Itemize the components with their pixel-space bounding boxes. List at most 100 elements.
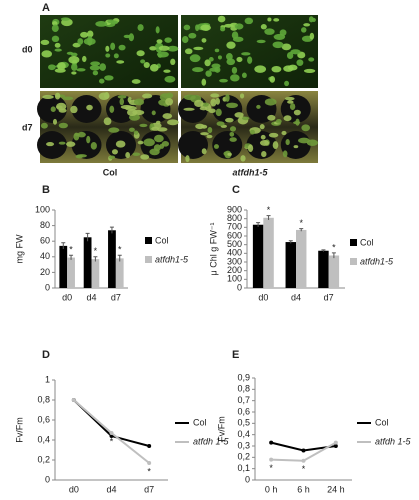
error-bar — [93, 256, 98, 262]
point — [71, 398, 76, 402]
point — [147, 444, 152, 448]
leaf — [264, 28, 275, 35]
leaf — [285, 138, 290, 146]
y-tick-label: 0,6 — [37, 414, 50, 424]
legend-swatch — [145, 237, 152, 244]
x-tick-label: 0 h — [265, 484, 278, 494]
significance-mark: * — [94, 246, 98, 256]
leaf — [140, 154, 150, 160]
y-tick-label: 0,5 — [237, 418, 250, 428]
leaf — [247, 144, 254, 152]
leaf — [267, 17, 272, 22]
leaf — [73, 132, 80, 141]
bar — [252, 224, 264, 288]
leaf — [90, 142, 97, 150]
y-tick-label: 0,8 — [237, 384, 250, 394]
legend-label: atfdh 1-5 — [375, 436, 412, 446]
leaf — [133, 130, 139, 135]
leaf — [199, 106, 208, 111]
leaf — [219, 78, 228, 83]
error-bar — [299, 228, 304, 232]
bar — [263, 217, 274, 288]
leaf — [211, 63, 221, 69]
leaf — [281, 130, 287, 136]
leaf — [46, 141, 55, 147]
panel-label: B — [42, 184, 50, 196]
bar — [318, 250, 329, 288]
leaf — [215, 108, 222, 117]
leaf — [110, 20, 119, 25]
leaf — [224, 23, 234, 28]
leaf — [136, 50, 145, 57]
leaf — [217, 55, 222, 60]
leaf — [229, 131, 235, 137]
x-tick-label: d0 — [258, 292, 268, 302]
leaf — [227, 152, 232, 156]
genotype-label: Col — [103, 167, 118, 177]
leaf — [68, 55, 80, 64]
leaf — [127, 96, 132, 103]
leaf — [267, 114, 276, 121]
leaf — [164, 37, 172, 43]
leaf — [225, 117, 234, 123]
error-bar — [331, 252, 336, 259]
leaf — [140, 59, 146, 64]
leaf — [260, 134, 266, 140]
y-tick-label: 1 — [45, 374, 50, 384]
legend-swatch — [350, 258, 357, 265]
leaf — [149, 46, 157, 51]
leaf — [56, 102, 67, 111]
leaf — [201, 148, 207, 155]
leaf — [189, 54, 201, 63]
leaf — [158, 45, 170, 51]
bar — [285, 242, 296, 288]
y-tick-label: 400 — [227, 248, 242, 258]
legend-label: Col — [375, 417, 389, 427]
leaf — [108, 155, 116, 160]
leaf — [137, 140, 144, 145]
leaf — [283, 115, 292, 122]
leaf — [143, 62, 150, 68]
leaf — [286, 51, 294, 60]
leaf — [247, 56, 253, 64]
leaf — [62, 96, 74, 101]
leaf — [240, 155, 246, 162]
y-tick-label: 0,6 — [237, 406, 250, 416]
y-tick-label: 0 — [45, 282, 50, 292]
y-tick-label: 0,4 — [37, 434, 50, 444]
leaf — [194, 99, 204, 107]
leaf — [200, 24, 211, 31]
leaf — [229, 137, 237, 142]
leaf — [42, 94, 54, 100]
leaf — [282, 150, 288, 158]
leaf — [150, 64, 159, 72]
leaf — [54, 48, 62, 52]
y-tick-label: 0,9 — [237, 372, 250, 382]
x-tick-label: d4 — [291, 292, 301, 302]
leaf — [151, 110, 156, 116]
y-tick-label: 900 — [227, 204, 242, 214]
leaf — [151, 126, 160, 131]
leaf — [273, 33, 286, 41]
legend-label: Col — [360, 237, 374, 247]
leaf — [128, 127, 135, 132]
leaf — [207, 126, 213, 134]
leaf — [241, 52, 251, 56]
y-axis-label: Fv/Fm — [216, 416, 226, 442]
leaf — [293, 145, 299, 149]
leaf — [137, 24, 144, 31]
leaf — [41, 50, 53, 58]
leaf — [210, 98, 217, 107]
leaf — [244, 17, 254, 25]
error-bar — [85, 232, 90, 242]
row-label: d7 — [22, 122, 33, 132]
leaf — [86, 135, 91, 144]
panel-label: D — [42, 349, 50, 361]
leaf — [192, 67, 204, 73]
pot — [178, 131, 208, 159]
leaf — [40, 122, 48, 129]
error-bar — [256, 222, 261, 227]
y-tick-label: 0,7 — [237, 395, 250, 405]
significance-mark: * — [110, 436, 114, 446]
leaf — [231, 31, 239, 40]
